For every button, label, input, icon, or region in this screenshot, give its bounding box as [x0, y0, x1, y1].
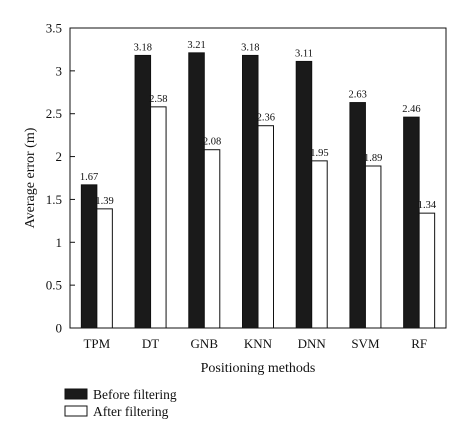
bar-after-tpm — [96, 208, 113, 329]
data-label-after-svm: 1.89 — [364, 153, 382, 164]
x-axis-title: Positioning methods — [201, 361, 316, 376]
bar-before-gnb — [188, 52, 205, 329]
x-tick-label: SVM — [351, 336, 380, 351]
bar-after-svm — [364, 165, 382, 329]
data-label-after-rf: 1.34 — [418, 200, 437, 211]
bar-after-rf — [418, 212, 436, 329]
y-tick-label: 0.5 — [46, 278, 62, 293]
data-label-before-dnn: 3.11 — [295, 48, 313, 59]
x-tick-label: TPM — [83, 336, 110, 351]
legend-label-before-filtering: Before filtering — [93, 387, 177, 402]
legend-swatch-before-filtering — [64, 388, 88, 400]
legend-swatch-after-filtering — [64, 405, 88, 417]
x-tick-label: KNN — [244, 336, 273, 351]
y-tick-label: 1.5 — [46, 192, 62, 207]
data-label-after-tpm: 1.39 — [95, 196, 113, 207]
data-label-before-gnb: 3.21 — [187, 40, 205, 51]
data-label-before-svm: 2.63 — [348, 90, 366, 101]
data-label-after-gnb: 2.08 — [203, 137, 221, 148]
bars-group — [80, 52, 436, 329]
y-tick-label: 1 — [56, 235, 63, 250]
y-axis-title: Average error (m) — [23, 127, 38, 228]
data-label-before-knn: 3.18 — [241, 42, 259, 53]
x-tick-label: DT — [142, 336, 159, 351]
data-label-before-tpm: 1.67 — [80, 172, 98, 183]
data-label-after-dnn: 1.95 — [310, 148, 328, 159]
data-label-before-dt: 3.18 — [134, 42, 152, 53]
bar-before-rf — [403, 116, 420, 329]
x-tick-label: RF — [411, 336, 427, 351]
x-tick-label: DNN — [298, 336, 327, 351]
data-label-after-knn: 2.36 — [257, 113, 275, 124]
bar-after-dnn — [311, 160, 328, 329]
bar-before-knn — [242, 54, 259, 329]
legend-label-after-filtering: After filtering — [93, 404, 169, 419]
bar-before-dnn — [295, 60, 313, 329]
bar-after-knn — [257, 125, 274, 329]
y-tick-label: 3.5 — [46, 21, 62, 36]
bar-after-gnb — [203, 149, 221, 329]
legend: Before filtering After filtering — [64, 387, 177, 419]
data-label-after-dt: 2.58 — [149, 94, 167, 105]
y-tick-label: 0 — [56, 321, 63, 336]
data-label-before-rf: 2.46 — [402, 104, 420, 115]
y-tick-label: 2.5 — [46, 106, 62, 121]
x-tick-label: GNB — [191, 336, 219, 351]
data-labels-group: 1.67 1.39 3.18 2.58 3.21 2.08 3.18 2.36 3.11 1.95… — [80, 40, 437, 211]
bar-before-svm — [349, 102, 366, 329]
bar-after-dt — [150, 106, 167, 329]
y-tick-label: 2 — [56, 149, 63, 164]
y-tick-label: 3 — [56, 63, 63, 78]
